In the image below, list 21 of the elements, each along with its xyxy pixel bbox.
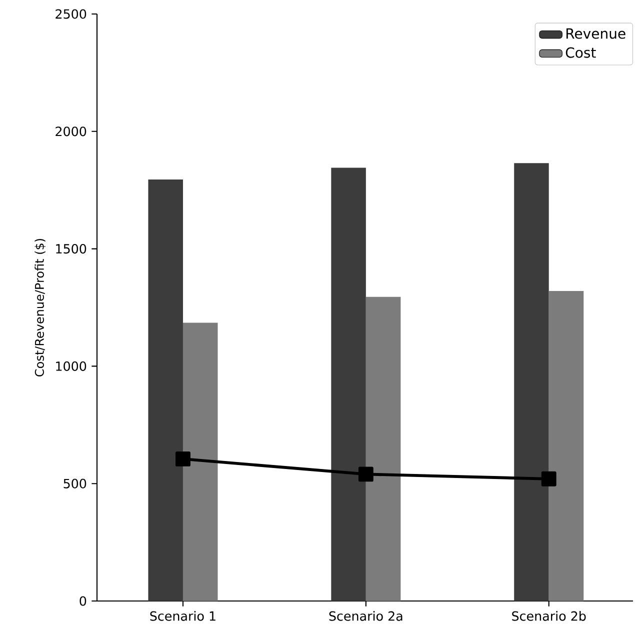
legend-label: Revenue <box>566 28 626 39</box>
point <box>358 466 374 482</box>
bar <box>366 296 401 601</box>
y-tick-label: 1500 <box>56 244 86 254</box>
y-axis-title: Cost/Revenue/Profit ($) <box>34 238 46 376</box>
bar <box>182 322 218 601</box>
x-tick-label: Scenario 2a <box>329 611 402 621</box>
bar <box>148 180 183 601</box>
x-tick-label: Scenario 1 <box>150 611 216 621</box>
point <box>541 471 556 486</box>
y-tick-label: 2500 <box>56 9 86 19</box>
bar <box>548 291 584 601</box>
x-tick-label: Scenario 2b <box>512 611 586 621</box>
bar <box>514 163 549 601</box>
y-tick-label: 500 <box>64 478 86 488</box>
y-tick-label: 2000 <box>56 126 86 136</box>
bar <box>331 168 366 601</box>
legend-label: Cost <box>566 47 596 58</box>
point <box>176 451 190 466</box>
y-tick-label: 1000 <box>56 361 86 371</box>
y-tick-label: 0 <box>80 596 86 606</box>
